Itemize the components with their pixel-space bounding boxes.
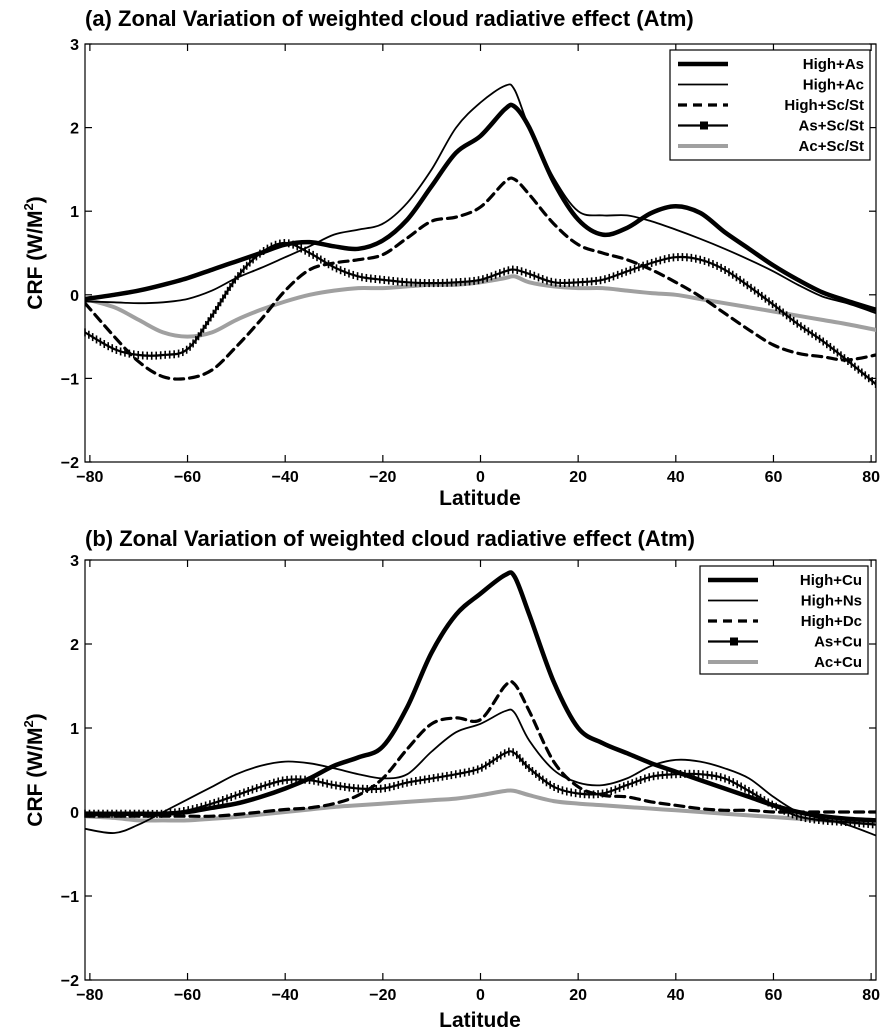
panel-b-title: (b) Zonal Variation of weighted cloud ra… xyxy=(85,526,695,551)
panel-a-series-high-as xyxy=(85,102,876,313)
panel-b-xtick-label: 60 xyxy=(765,987,783,1004)
panel-a-ytick-label: 1 xyxy=(70,204,79,221)
panel-b-xtick-label: −20 xyxy=(369,987,396,1004)
panel-a-xtick-label: −60 xyxy=(174,469,201,486)
panel-a-legend xyxy=(669,49,871,161)
panel-a-xtick-label: 20 xyxy=(569,469,587,486)
panel-b-xtick-label: 80 xyxy=(862,987,880,1004)
panel-b-xtick-label: −80 xyxy=(76,987,103,1004)
panel-a-title: (a) Zonal Variation of weighted cloud ra… xyxy=(85,6,694,31)
panel-b-ytick-label: 0 xyxy=(70,805,79,822)
panel-b-xtick-label: −40 xyxy=(272,987,299,1004)
panel-b-ytick-label: −1 xyxy=(61,889,79,906)
panel-a-ytick-label: 2 xyxy=(70,121,79,138)
panel-a-series-high-sc-st xyxy=(85,176,876,381)
panel-b-legend-label: High+Ns xyxy=(801,593,862,610)
panel-b-xtick-label: 0 xyxy=(476,987,485,1004)
panel-b-legend-label: High+Dc xyxy=(801,613,862,630)
panel-a-legend-label: High+Sc/St xyxy=(784,97,864,114)
panel-b-xtick-label: 20 xyxy=(569,987,587,1004)
panel-b-xtick-label: 40 xyxy=(667,987,685,1004)
panel-a-xlabel: Latitude xyxy=(439,487,521,510)
panel-a-ytick-label: −1 xyxy=(61,371,79,388)
panel-a-legend-marker xyxy=(700,121,708,130)
panel-a-xtick-label: 0 xyxy=(476,469,485,486)
panel-a-legend-label: Ac+Sc/St xyxy=(799,138,864,155)
panel-a-series-high-ac xyxy=(85,83,876,315)
panel-a-xtick-label: 40 xyxy=(667,469,685,486)
panel-a-legend-label: As+Sc/St xyxy=(799,118,864,135)
panel-b-ylabel: CRF (W/M2) xyxy=(21,713,47,826)
panel-a-ytick-label: 0 xyxy=(70,288,79,305)
panel-b-xlabel: Latitude xyxy=(439,1009,521,1032)
panel-a-xtick-label: −20 xyxy=(369,469,396,486)
panel-a-ylabel: CRF (W/M2) xyxy=(21,196,47,309)
panel-b-ytick-label: 3 xyxy=(70,553,79,570)
panel-b-xtick-label: −60 xyxy=(174,987,201,1004)
panel-a-xtick-label: 60 xyxy=(765,469,783,486)
panel-a-xtick-label: −40 xyxy=(272,469,299,486)
panel-a-legend-label: High+Ac xyxy=(803,77,864,94)
panel-a-series-ac-sc-st xyxy=(85,274,876,339)
panel-b-ytick-label: 2 xyxy=(70,637,79,654)
panel-a-ytick-label: −2 xyxy=(61,455,79,472)
panel-b-legend-label: As+Cu xyxy=(814,634,862,651)
panel-b-series-high-ns xyxy=(85,708,876,837)
panel-b-series-high-dc xyxy=(85,679,876,818)
panel-a-ytick-label: 3 xyxy=(70,37,79,54)
panel-b-legend-label: High+Cu xyxy=(800,572,862,589)
panel-a: (a) Zonal Variation of weighted cloud ra… xyxy=(21,6,880,510)
panel-b-ytick-label: −2 xyxy=(61,973,79,990)
panel-a-xtick-label: −80 xyxy=(76,469,103,486)
panel-b-legend-marker xyxy=(730,637,738,646)
panel-b-series-ac-cu xyxy=(85,788,876,826)
panel-b-legend-label: Ac+Cu xyxy=(814,654,862,671)
panel-b: (b) Zonal Variation of weighted cloud ra… xyxy=(21,526,880,1032)
panel-b-ytick-label: 1 xyxy=(70,721,79,738)
panel-a-xtick-label: 80 xyxy=(862,469,880,486)
panel-b-series-high-cu xyxy=(85,570,876,823)
panel-a-legend-label: High+As xyxy=(803,56,864,73)
